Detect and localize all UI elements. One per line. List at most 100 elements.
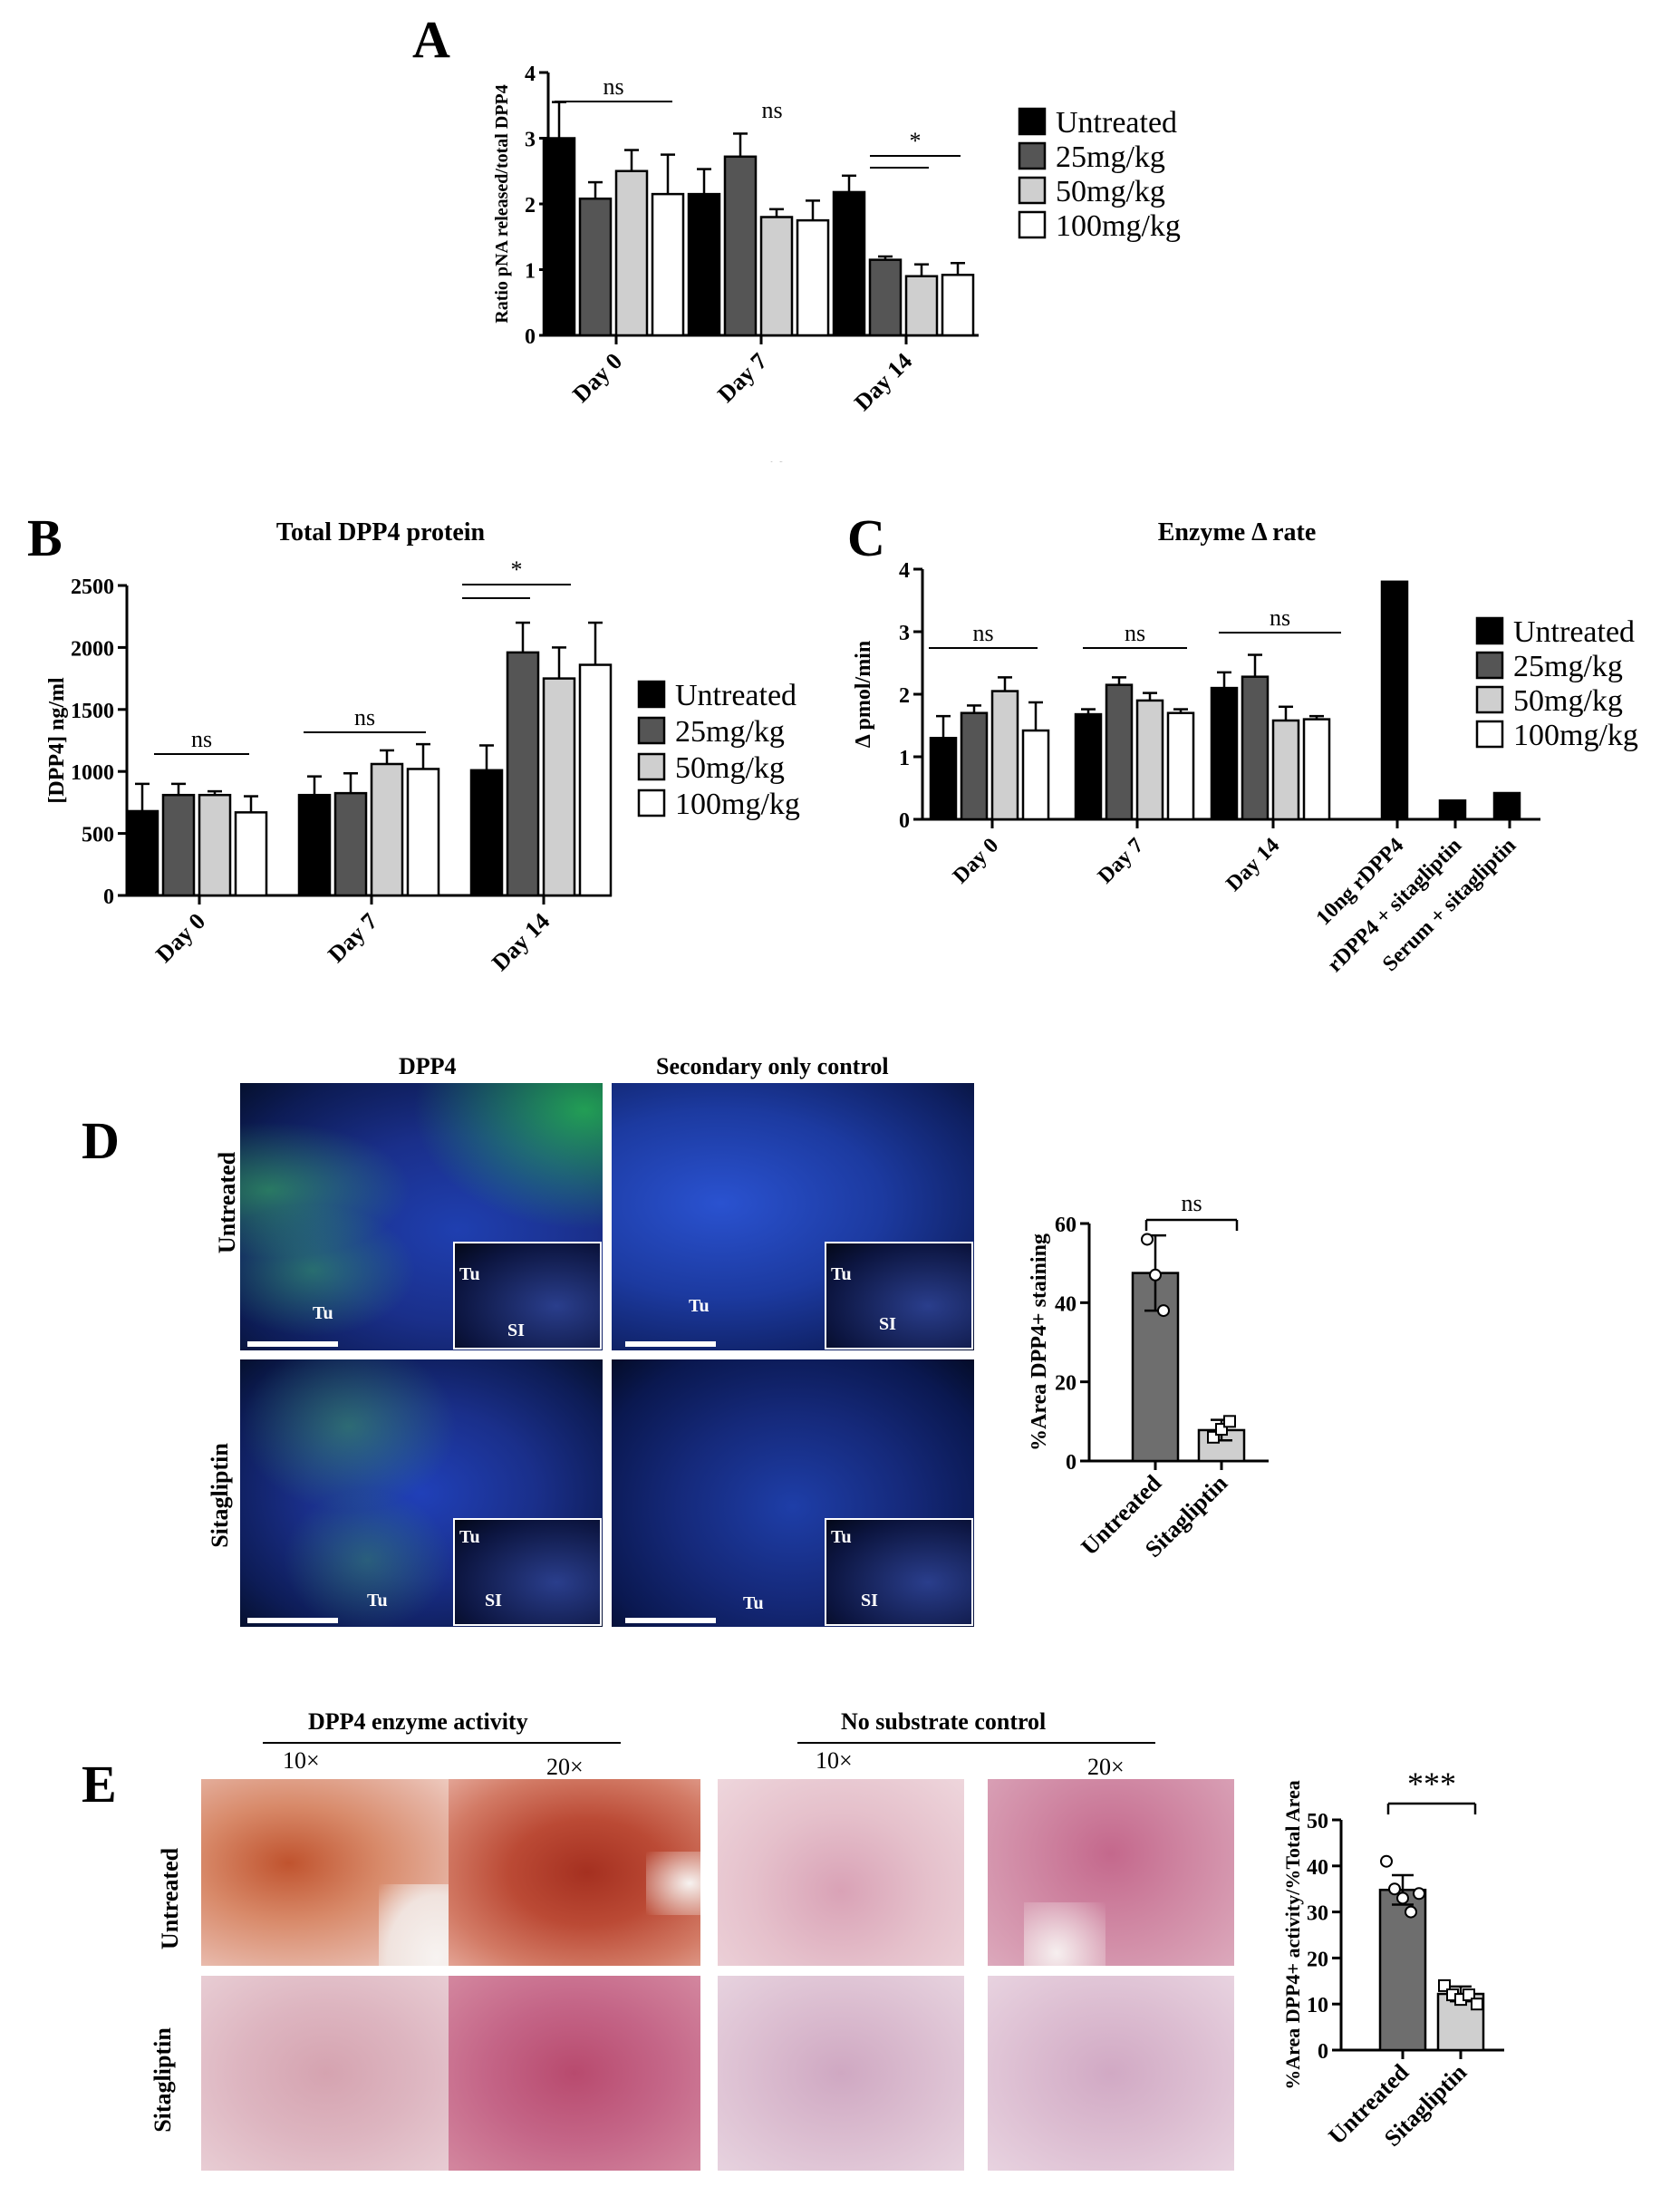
- y-tick-label: 500: [82, 824, 114, 847]
- d-col-title-secondary: Secondary only control: [656, 1053, 889, 1079]
- bar: [234, 811, 268, 897]
- y-tick-label: 0: [1318, 2040, 1328, 2064]
- y-tick-label: 10: [1307, 1994, 1328, 2017]
- e-micrograph-sitagliptin-nosubstrate-20x: [988, 1976, 1234, 2171]
- bar: [929, 737, 958, 821]
- y-tick-label: 3: [899, 622, 910, 645]
- bar: [469, 769, 504, 897]
- y-tick-label: 1: [525, 260, 536, 284]
- data-point: [1405, 1905, 1417, 1919]
- bar: [941, 274, 975, 337]
- y-axis-label: Δ pmol/min: [852, 641, 875, 748]
- bar: [1492, 791, 1521, 821]
- panel-letter-b: B: [27, 508, 63, 567]
- y-tick-label: 0: [1066, 1451, 1077, 1475]
- e-micrograph-sitagliptin-nosubstrate-10x: [718, 1976, 964, 2171]
- d-row-label-sitagliptin: Sitagliptin: [206, 1443, 233, 1548]
- x-tick-label: Day 14: [487, 908, 555, 976]
- d-label-tu: Tu: [313, 1303, 333, 1323]
- x-tick-label: Day 0: [949, 834, 1003, 888]
- chart-a: 0 1 2 3 4 Ratio pNA released/total DPP4 Day 0 D…: [492, 63, 1181, 462]
- legend-swatch: [637, 680, 666, 709]
- legend-label: 50mg/kg: [675, 751, 785, 785]
- e-micrograph-untreated-activity-20x: [449, 1779, 700, 1966]
- chart-title: Enzyme Δ rate: [1158, 518, 1317, 547]
- x-tick-label: Day 14: [849, 348, 917, 416]
- d-micrograph-sitagliptin-secondary: Tu Tu SI: [612, 1359, 974, 1627]
- panel-letter-d: D: [82, 1111, 120, 1170]
- significance-label: ns: [354, 704, 375, 730]
- data-point: [1223, 1415, 1236, 1428]
- e-mag-label: 10×: [816, 1747, 853, 1774]
- x-tick-label: Day 7: [712, 348, 772, 408]
- bar: [1271, 719, 1300, 821]
- y-tick-label: 1: [899, 747, 910, 770]
- bar: [198, 793, 232, 897]
- bar: [796, 218, 830, 337]
- bar: [297, 793, 332, 897]
- bar: [542, 677, 576, 897]
- d-inset-label-si: SI: [507, 1321, 525, 1340]
- bar: [161, 793, 196, 897]
- legend-label: 100mg/kg: [675, 788, 800, 821]
- y-axis-label: Ratio pNA released/total DPP4: [492, 84, 512, 324]
- d-micrograph-untreated-secondary: Tu Tu SI: [612, 1083, 974, 1350]
- y-axis-label: [DPP4] ng/ml: [45, 677, 69, 804]
- y-tick-label: 60: [1055, 1214, 1077, 1237]
- legend-label: Untreated: [675, 679, 797, 712]
- legend-label: 100mg/kg: [1056, 209, 1181, 243]
- legend-label: Untreated: [1056, 106, 1177, 140]
- y-tick-label: 2000: [71, 637, 114, 661]
- significance-label: ns: [1181, 1190, 1202, 1216]
- panel-letter-a: A: [412, 10, 450, 69]
- y-tick-label: 0: [103, 885, 114, 909]
- legend-swatch: [1018, 176, 1047, 205]
- y-tick-label: 2: [899, 684, 910, 708]
- significance-label: *: [910, 128, 922, 154]
- bar: [1105, 683, 1134, 821]
- bar: [1135, 699, 1164, 821]
- d-row-label-untreated: Untreated: [214, 1151, 241, 1254]
- data-point: [1157, 1304, 1170, 1318]
- bar: [832, 190, 866, 337]
- e-row-label-sitagliptin: Sitagliptin: [149, 2027, 176, 2133]
- x-tick-label: Day 7: [1094, 834, 1148, 888]
- y-tick-label: 1000: [71, 761, 114, 785]
- bar: [1438, 799, 1467, 821]
- y-tick-label: 2: [525, 194, 536, 218]
- bar: [651, 192, 685, 337]
- legend-swatch: [1475, 685, 1504, 714]
- d-inset-label-si: SI: [485, 1591, 502, 1611]
- legend-swatch: [1018, 141, 1047, 170]
- bar: [687, 192, 721, 337]
- d-micrograph-sitagliptin-dpp4: Tu Tu SI: [240, 1359, 603, 1627]
- y-tick-label: 0: [525, 325, 536, 349]
- bar: [614, 169, 649, 337]
- y-tick-label: 40: [1307, 1856, 1328, 1880]
- d-col-title-dpp4: DPP4: [399, 1053, 457, 1079]
- bar: [990, 690, 1019, 821]
- y-tick-label: 40: [1055, 1292, 1077, 1316]
- data-point: [1396, 1891, 1409, 1905]
- e-micrograph-sitagliptin-activity-20x: [449, 1976, 700, 2171]
- y-tick-label: 2500: [71, 576, 114, 599]
- d-label-tu: Tu: [689, 1296, 710, 1316]
- data-point: [1463, 1988, 1475, 2002]
- y-tick-label: 0: [899, 809, 910, 833]
- d-label-tu: Tu: [743, 1593, 764, 1613]
- x-tick-label: Day 0: [150, 908, 210, 968]
- e-micrograph-untreated-nosubstrate-20x: [988, 1779, 1234, 1966]
- bar: [759, 216, 794, 337]
- d-scale-bar: [625, 1341, 716, 1347]
- e-group-title-nosubstrate: No substrate control: [841, 1708, 1047, 1735]
- legend-swatch: [1018, 107, 1047, 136]
- bar: [1210, 686, 1239, 821]
- significance-label: ns: [764, 452, 785, 462]
- bar: [1380, 580, 1409, 821]
- y-tick-label: 4: [899, 559, 910, 583]
- data-point: [1388, 1882, 1401, 1896]
- bar: [1074, 712, 1103, 821]
- bar: [578, 197, 613, 337]
- data-point: [1438, 1978, 1451, 1992]
